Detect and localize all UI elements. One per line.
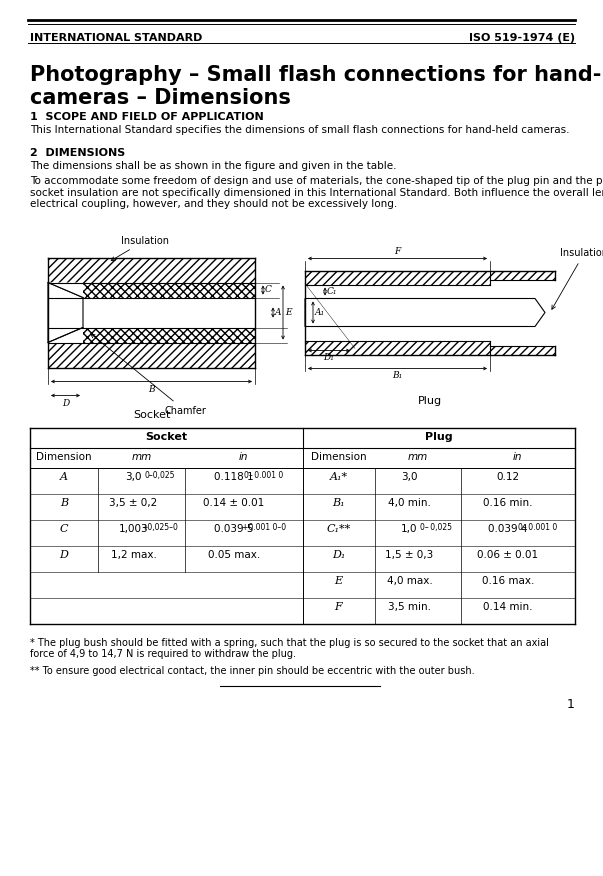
Text: D₁: D₁ <box>332 550 345 560</box>
Text: C₁**: C₁** <box>326 524 350 534</box>
Polygon shape <box>48 282 83 343</box>
Text: C: C <box>265 286 272 294</box>
Text: Chamfer: Chamfer <box>91 334 206 415</box>
Bar <box>305 271 490 285</box>
Text: mm: mm <box>131 452 151 462</box>
Text: A: A <box>60 472 68 482</box>
Text: E: E <box>335 576 343 586</box>
Text: in: in <box>513 452 523 462</box>
Bar <box>305 341 490 355</box>
Text: 0.039 4: 0.039 4 <box>488 524 528 534</box>
Text: The dimensions shall be as shown in the figure and given in the table.: The dimensions shall be as shown in the … <box>30 161 397 171</box>
Text: B: B <box>60 498 68 508</box>
Text: INTERNATIONAL STANDARD: INTERNATIONAL STANDARD <box>30 33 203 43</box>
Text: 3,5 ± 0,2: 3,5 ± 0,2 <box>109 498 157 508</box>
Text: 4,0 max.: 4,0 max. <box>387 576 432 586</box>
Text: 4,0 min.: 4,0 min. <box>388 498 431 508</box>
Text: A₁: A₁ <box>315 308 325 317</box>
Text: Socket: Socket <box>133 409 170 420</box>
Text: Dimension: Dimension <box>311 452 366 462</box>
Text: 0– 0.001 0: 0– 0.001 0 <box>518 523 557 532</box>
Text: ** To ensure good electrical contact, the inner pin should be eccentric with the: ** To ensure good electrical contact, th… <box>30 666 475 676</box>
Text: C: C <box>60 524 68 534</box>
Text: 1,5 ± 0,3: 1,5 ± 0,3 <box>385 550 434 560</box>
Bar <box>48 298 255 328</box>
Text: 1,003: 1,003 <box>119 524 148 534</box>
Bar <box>490 345 555 355</box>
Text: +0.001 0–0: +0.001 0–0 <box>242 523 286 532</box>
Text: 3,0: 3,0 <box>125 472 142 482</box>
Text: D: D <box>62 399 69 407</box>
Text: mm: mm <box>408 452 428 462</box>
Text: To accommodate some freedom of design and use of materials, the cone-shaped tip : To accommodate some freedom of design an… <box>30 176 603 186</box>
Text: 0– 0.001 0: 0– 0.001 0 <box>244 470 283 479</box>
Text: 0– 0,025: 0– 0,025 <box>420 523 452 532</box>
Text: E: E <box>285 308 292 317</box>
Text: ISO 519-1974 (E): ISO 519-1974 (E) <box>469 33 575 43</box>
Polygon shape <box>48 328 83 343</box>
Text: 2  DIMENSIONS: 2 DIMENSIONS <box>30 148 125 158</box>
Text: 1  SCOPE AND FIELD OF APPLICATION: 1 SCOPE AND FIELD OF APPLICATION <box>30 112 264 122</box>
Text: socket insulation are not specifically dimensioned in this International Standar: socket insulation are not specifically d… <box>30 187 603 197</box>
Text: 1: 1 <box>567 698 575 711</box>
Polygon shape <box>48 282 83 298</box>
Bar <box>48 282 255 298</box>
Text: Insulation: Insulation <box>552 249 603 309</box>
Text: electrical coupling, however, and they should not be excessively long.: electrical coupling, however, and they s… <box>30 199 397 209</box>
Text: 1,0: 1,0 <box>401 524 418 534</box>
Text: Plug: Plug <box>425 432 453 442</box>
Text: 0.14 min.: 0.14 min. <box>483 602 532 612</box>
Text: B: B <box>148 385 155 393</box>
Text: force of 4,9 to 14,7 N is required to withdraw the plug.: force of 4,9 to 14,7 N is required to wi… <box>30 649 296 659</box>
Text: Photography – Small flash connections for hand-held: Photography – Small flash connections fo… <box>30 65 603 85</box>
Bar <box>490 271 555 279</box>
Bar <box>48 328 255 343</box>
Text: +0,025–0: +0,025–0 <box>141 523 178 532</box>
Text: F: F <box>394 246 400 256</box>
Text: D₁: D₁ <box>324 354 335 363</box>
Text: in: in <box>239 452 248 462</box>
Text: 0.16 max.: 0.16 max. <box>482 576 534 586</box>
Text: 3,0: 3,0 <box>401 472 418 482</box>
Text: cameras – Dimensions: cameras – Dimensions <box>30 88 291 108</box>
Text: 0.14 ± 0.01: 0.14 ± 0.01 <box>203 498 264 508</box>
Text: 0–0,025: 0–0,025 <box>144 470 175 479</box>
Text: D: D <box>60 550 68 560</box>
Text: F: F <box>335 602 343 612</box>
Text: * The plug bush should be fitted with a spring, such that the plug is so secured: * The plug bush should be fitted with a … <box>30 638 549 648</box>
Text: Socket: Socket <box>145 432 188 442</box>
Text: 3,5 min.: 3,5 min. <box>388 602 431 612</box>
Text: C₁: C₁ <box>327 287 338 296</box>
Text: 0.06 ± 0.01: 0.06 ± 0.01 <box>477 550 538 560</box>
Text: 0.12: 0.12 <box>496 472 519 482</box>
Text: Insulation: Insulation <box>111 236 169 260</box>
Text: B₁: B₁ <box>332 498 345 508</box>
Text: Dimension: Dimension <box>36 452 92 462</box>
Bar <box>48 258 255 282</box>
Polygon shape <box>305 299 545 327</box>
Text: 1,2 max.: 1,2 max. <box>110 550 156 560</box>
Text: A: A <box>275 308 282 317</box>
Bar <box>48 343 255 368</box>
Text: 0.039 5: 0.039 5 <box>214 524 253 534</box>
Text: 0.05 max.: 0.05 max. <box>207 550 260 560</box>
Text: This International Standard specifies the dimensions of small flash connections : This International Standard specifies th… <box>30 125 569 135</box>
Text: B₁: B₁ <box>393 371 403 380</box>
Text: 0.118 1: 0.118 1 <box>214 472 254 482</box>
Text: Plug: Plug <box>418 397 442 406</box>
Text: 0.16 min.: 0.16 min. <box>483 498 532 508</box>
Text: A₁*: A₁* <box>329 472 347 482</box>
Bar <box>305 285 555 341</box>
